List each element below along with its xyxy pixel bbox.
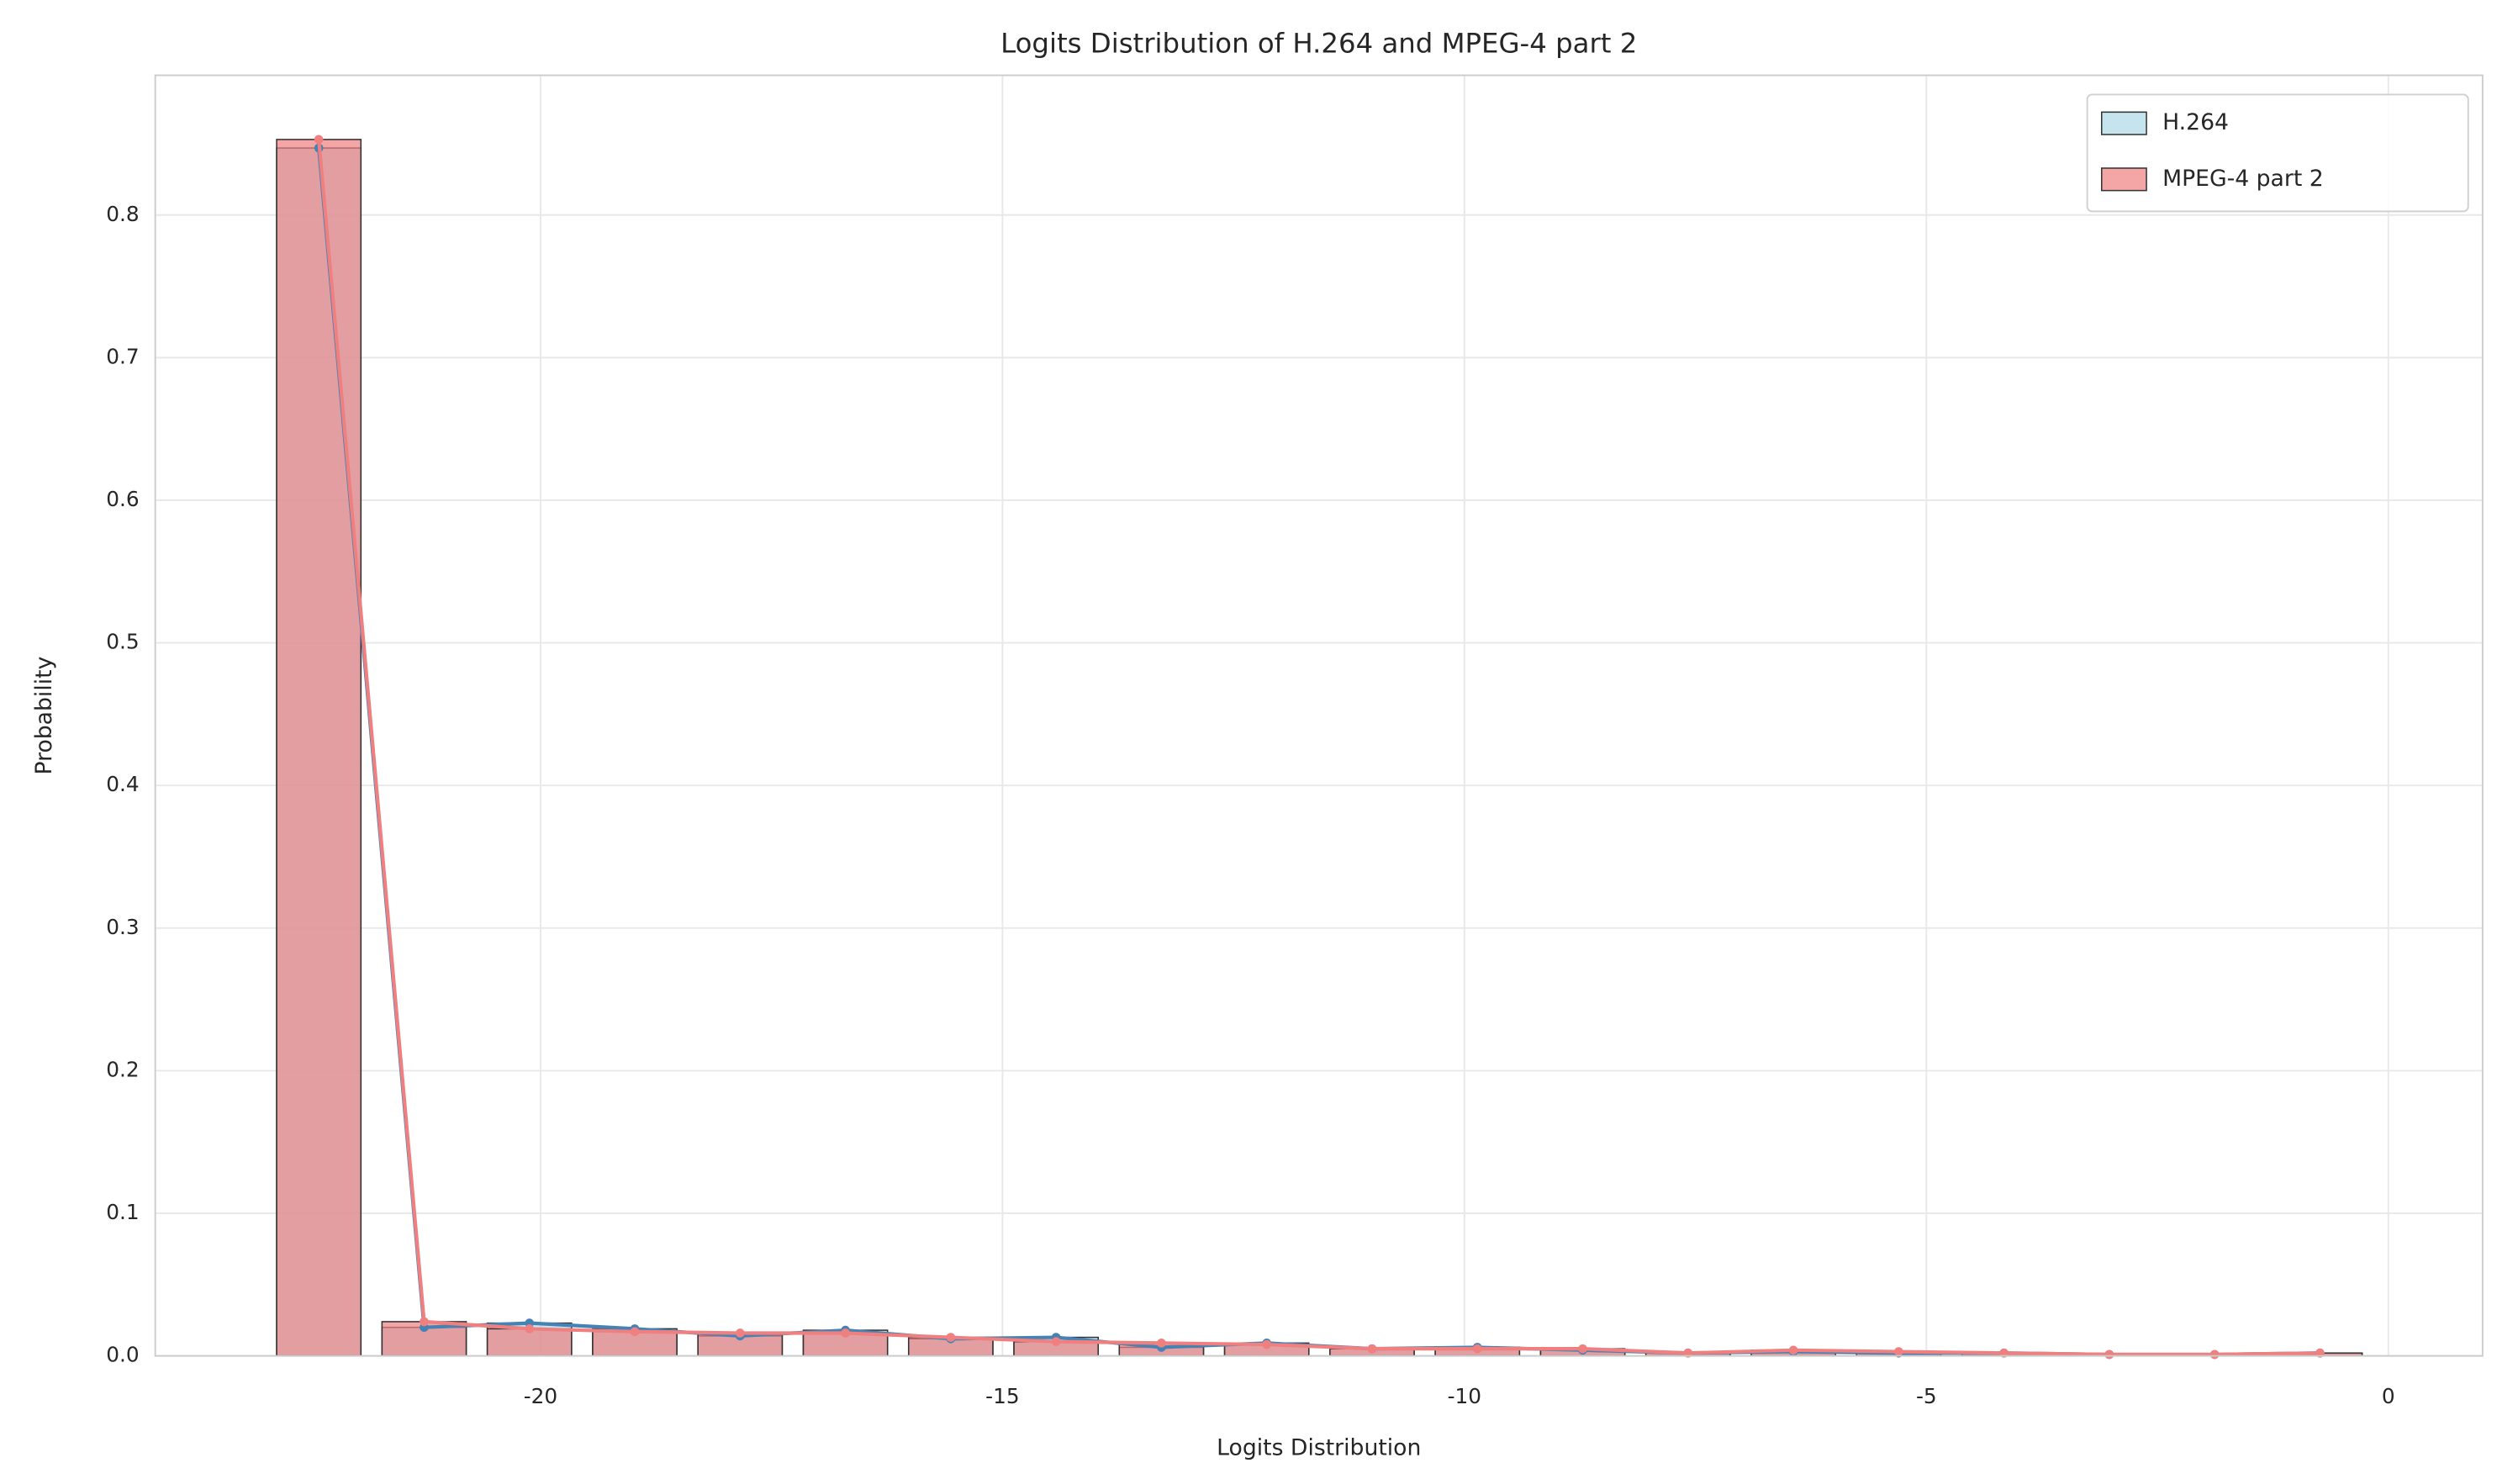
line-point <box>735 1328 745 1338</box>
y-tick-label: 0.1 <box>106 1200 139 1224</box>
line-point <box>1051 1337 1061 1346</box>
x-tick-label: 0 <box>2382 1384 2395 1408</box>
y-tick-label: 0.7 <box>106 344 139 368</box>
line-point <box>1894 1347 1903 1356</box>
y-tick-label: 0.2 <box>106 1057 139 1081</box>
line-point <box>2104 1349 2114 1360</box>
x-tick-label: -15 <box>985 1384 1019 1408</box>
legend: H.264 MPEG-4 part 2 <box>2086 93 2469 213</box>
y-tick-label: 0.5 <box>106 630 139 654</box>
grid <box>155 75 2483 1357</box>
legend-box <box>2086 93 2469 213</box>
line-point <box>2209 1349 2220 1360</box>
axes-frame <box>154 74 2484 1357</box>
x-axis-label: Logits Distribution <box>1217 1435 1421 1461</box>
line-point <box>1472 1344 1482 1354</box>
line-point <box>1262 1339 1272 1349</box>
legend-label: H.264 <box>2162 109 2229 135</box>
y-tick-label: 0.6 <box>106 487 139 511</box>
x-tick-label: -20 <box>524 1384 557 1408</box>
line-point <box>841 1328 850 1338</box>
chart-title: Logits Distribution of H.264 and MPEG-4 … <box>1000 27 1637 59</box>
line-point <box>1157 1339 1166 1348</box>
line-point <box>420 1317 429 1327</box>
x-tick-label: -5 <box>1916 1384 1937 1408</box>
line-point <box>946 1333 956 1342</box>
x-tick-label: -10 <box>1448 1384 1481 1408</box>
line-point <box>314 135 324 145</box>
legend-swatch <box>2100 111 2147 135</box>
histogram-bar <box>486 1328 573 1357</box>
line-point <box>630 1327 640 1337</box>
line-point <box>1367 1344 1377 1354</box>
y-tick-label: 0.0 <box>106 1343 139 1367</box>
y-tick-label: 0.8 <box>106 202 139 226</box>
line-point <box>525 1324 535 1333</box>
y-tick-label: 0.4 <box>106 772 139 796</box>
legend-label: MPEG-4 part 2 <box>2162 166 2324 192</box>
line-point <box>1578 1344 1587 1354</box>
kde-line <box>317 139 2320 1357</box>
line-point <box>1788 1345 1798 1355</box>
y-axis-label: Probability <box>31 657 57 775</box>
legend-swatch <box>2100 167 2147 192</box>
y-tick-label: 0.3 <box>106 915 139 939</box>
plot-area <box>276 135 2363 1360</box>
histogram-bar <box>276 139 362 1357</box>
